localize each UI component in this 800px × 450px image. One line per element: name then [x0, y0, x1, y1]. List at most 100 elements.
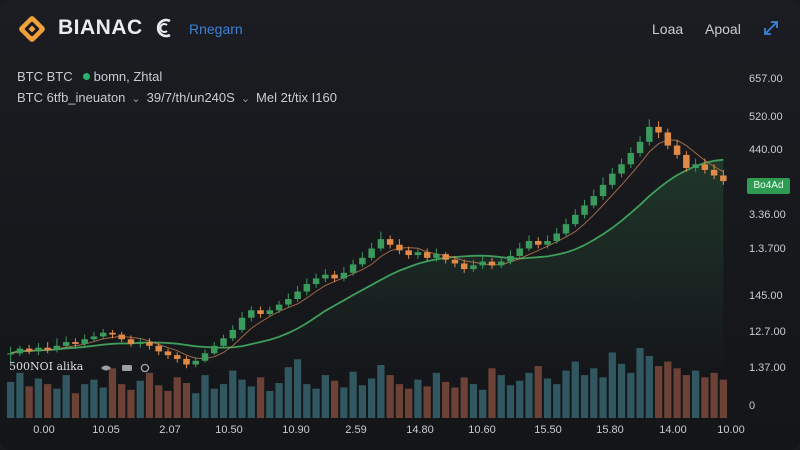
candle-body [507, 255, 514, 262]
volume-bar [164, 390, 172, 418]
candle-body [692, 164, 699, 169]
x-tick: 14.80 [406, 424, 434, 436]
candle-body [155, 345, 162, 352]
volume-bar [386, 375, 394, 418]
volume-bar [201, 375, 209, 418]
volume-bar [229, 370, 237, 418]
volume-bar [497, 375, 505, 418]
volume-bar [192, 393, 200, 418]
candle-body [460, 263, 468, 270]
candle-body [535, 241, 542, 245]
x-tick: 10.60 [468, 424, 496, 436]
indicator-info: BTC 6tfb_ineuaton ⌄ 39/7/th/un240S ⌄ Mel 2t/… [17, 90, 337, 105]
settings-icon [122, 365, 132, 371]
nav-link[interactable]: Rnegarn [189, 21, 243, 37]
candle-body [127, 339, 135, 344]
candle-body [710, 169, 718, 176]
brand-name[interactable]: BIANAC [58, 16, 143, 39]
volume-bar [377, 364, 385, 418]
candle-body [553, 233, 560, 241]
candle-body [275, 304, 283, 311]
y-tick: 12.7.00 [749, 326, 786, 338]
y-tick: 657.00 [749, 73, 783, 85]
volume-bar [62, 375, 70, 418]
status-dot-icon [82, 73, 90, 80]
volume-bar [275, 383, 283, 418]
candle-body [359, 257, 366, 265]
volume-bar [247, 386, 255, 418]
candle-body [146, 342, 153, 346]
candle-body [136, 342, 144, 344]
volume-bar [25, 386, 33, 418]
volume-bar [664, 361, 672, 418]
x-tick: 10.00 [717, 424, 745, 436]
chevron-down-icon[interactable]: ⌄ [240, 93, 251, 105]
volume-bar [330, 380, 339, 418]
pair-label[interactable]: BTC BTC [17, 69, 73, 84]
volume-bar [442, 381, 450, 418]
candle-body [183, 358, 190, 365]
candle-body [405, 250, 412, 256]
volume-bar [7, 381, 15, 418]
y-tick: 1.37.00 [749, 362, 786, 374]
candle-body [312, 278, 320, 285]
volume-bar [312, 388, 320, 418]
candle-body [238, 317, 246, 330]
volume-bar [608, 352, 616, 418]
volume-bar [580, 375, 589, 418]
candle-body [99, 332, 107, 337]
volume-bar [395, 384, 404, 418]
volume-bar [562, 370, 570, 418]
menu-item-2[interactable]: Apoal [705, 21, 741, 37]
ma-fast-line [10, 139, 724, 360]
coin-icon [156, 18, 171, 38]
volume-bar [238, 379, 246, 418]
y-tick: 520.00 [749, 111, 783, 123]
x-tick: 10.50 [215, 424, 243, 436]
ma-area [10, 159, 724, 372]
candle-body [609, 173, 616, 185]
menu-item-1[interactable]: Loaa [652, 21, 684, 37]
candle-body [683, 154, 690, 169]
close-icon [140, 363, 150, 373]
volume-bar [488, 368, 496, 418]
volume-bar [349, 371, 357, 418]
candle-body [44, 347, 51, 350]
candle-body [377, 239, 385, 249]
expand-icon[interactable] [762, 19, 780, 37]
x-tick: 10.90 [282, 424, 310, 436]
volume-bar [590, 368, 598, 418]
volume-bar [405, 388, 413, 418]
chevron-down-icon[interactable]: ⌄ [131, 93, 141, 105]
indicator-name[interactable]: BTC 6tfb_ineuaton [17, 90, 126, 105]
candle-body [396, 244, 403, 251]
symbol-info: BTC BTC bomn, Zhtal [17, 69, 162, 84]
current-price-badge: Bo4Ad [747, 178, 790, 194]
volume-bar [571, 361, 579, 418]
candle-body [646, 126, 653, 142]
candle-body [285, 299, 292, 305]
y-tick: 145.00 [749, 290, 783, 302]
candle-body [479, 261, 486, 266]
volume-bar [673, 368, 681, 418]
candle-body [331, 274, 338, 279]
volume-bar [617, 363, 626, 418]
volume-bar [451, 387, 459, 418]
logo-icon[interactable] [17, 14, 47, 44]
volume-bar [127, 389, 135, 418]
candle-body [35, 347, 42, 352]
x-tick: 0.00 [33, 424, 55, 436]
candle-body [90, 336, 98, 340]
volume-bar [173, 377, 181, 418]
candle-body [109, 332, 116, 335]
volume-bar [368, 378, 376, 418]
volume-bar [34, 378, 43, 418]
volume-bar [284, 367, 292, 418]
volume-bar [534, 366, 542, 418]
candle-body [627, 153, 635, 165]
volume-bar [256, 377, 265, 418]
indicator-controls[interactable] [100, 362, 160, 374]
candle-body [174, 355, 181, 359]
candle-body [525, 241, 533, 249]
